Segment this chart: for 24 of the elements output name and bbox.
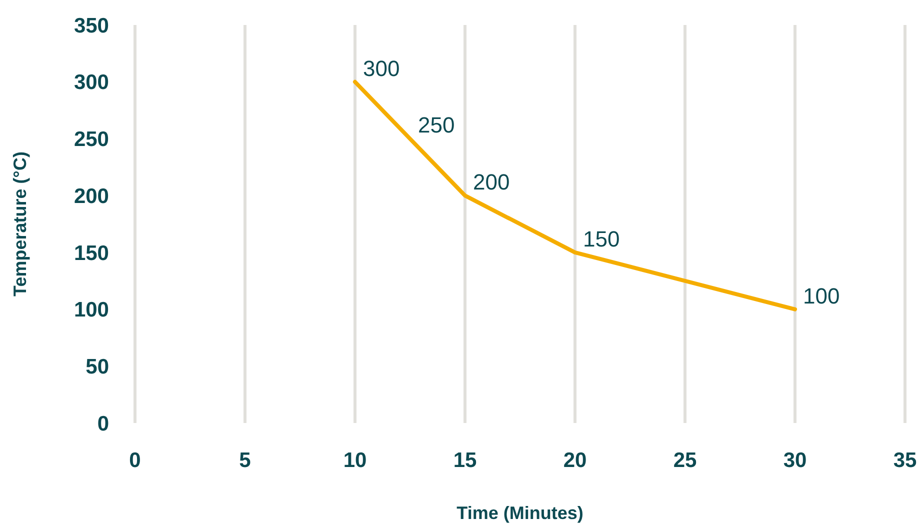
x-tick-label: 0 [129, 449, 141, 472]
y-tick-label: 50 [86, 355, 109, 378]
y-axis-title: Temperature (°C) [10, 152, 30, 296]
y-tick-label: 150 [74, 242, 109, 265]
x-tick-label: 10 [343, 449, 367, 472]
x-tick-label: 15 [453, 449, 477, 472]
y-tick-label: 300 [74, 71, 109, 94]
y-tick-label: 350 [74, 14, 109, 38]
x-tick-label: 25 [673, 449, 697, 472]
data-label: 200 [473, 170, 510, 195]
y-tick-label: 250 [74, 128, 109, 152]
x-tick-label: 35 [893, 449, 917, 472]
y-tick-label: 0 [97, 412, 109, 436]
x-tick-label: 5 [239, 449, 252, 472]
line-series [353, 80, 797, 312]
y-tick-label: 200 [74, 184, 109, 208]
y-tick-label: 100 [74, 298, 109, 322]
data-label: 100 [803, 283, 840, 308]
data-label: 300 [363, 56, 400, 81]
x-tick-label: 20 [563, 449, 587, 472]
x-tick-label: 30 [783, 449, 807, 472]
x-axis-title: Time (Minutes) [456, 503, 584, 523]
data-label: 150 [583, 226, 620, 252]
data-label: 250 [418, 112, 455, 138]
